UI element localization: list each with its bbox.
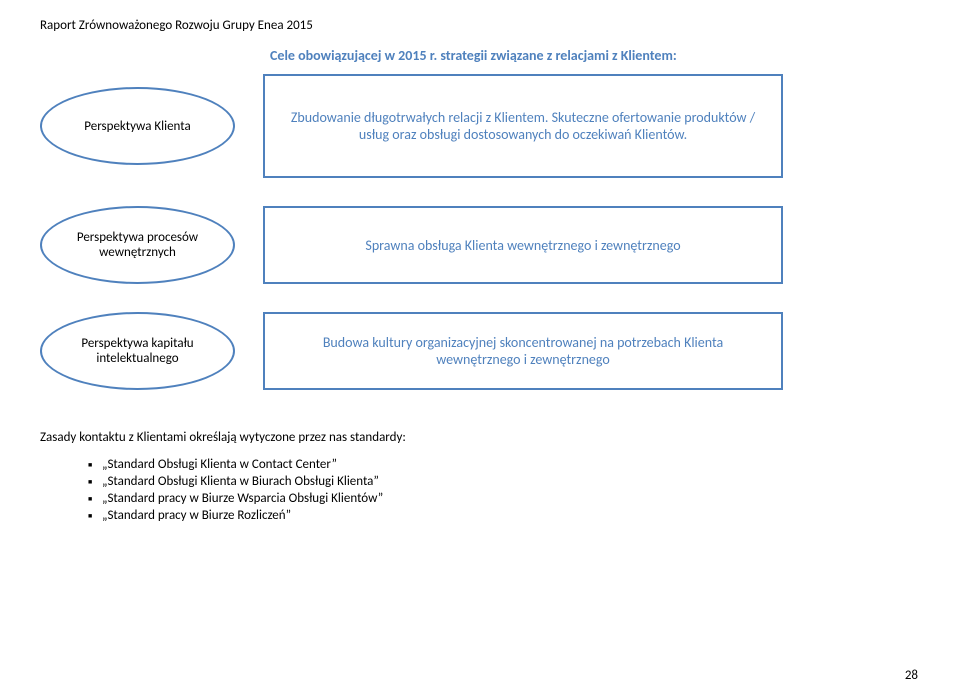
list-item: „Standard Obsługi Klienta w Biurach Obsł… [88,474,920,489]
diagram-row-2: Perspektywa procesów wewnętrznych Sprawn… [40,206,920,284]
rect-procesow: Sprawna obsługa Klienta wewnętrznego i z… [263,206,783,284]
standards-intro: Zasady kontaktu z Klientami określają wy… [40,430,920,445]
diagram-row-3: Perspektywa kapitału intelektualnego Bud… [40,312,920,390]
report-header: Raport Zrównoważonego Rozwoju Grupy Enea… [40,18,920,33]
list-item: „Standard Obsługi Klienta w Contact Cent… [88,457,920,472]
ellipse-klienta: Perspektywa Klienta [40,87,235,165]
ellipse-kapitalu: Perspektywa kapitału intelektualnego [40,312,235,390]
section-title: Cele obowiązującej w 2015 r. strategii z… [270,47,920,64]
standards-section: Zasady kontaktu z Klientami określają wy… [40,430,920,523]
rect-klienta: Zbudowanie długotrwałych relacji z Klien… [263,74,783,178]
diagram-row-1: Perspektywa Klienta Zbudowanie długotrwa… [40,74,920,178]
list-item: „Standard pracy w Biurze Wsparcia Obsług… [88,491,920,506]
page-number: 28 [905,668,918,683]
rect-kapitalu: Budowa kultury organizacyjnej skoncentro… [263,312,783,390]
standards-list: „Standard Obsługi Klienta w Contact Cent… [88,457,920,523]
list-item: „Standard pracy w Biurze Rozliczeń” [88,508,920,523]
ellipse-procesow: Perspektywa procesów wewnętrznych [40,206,235,284]
